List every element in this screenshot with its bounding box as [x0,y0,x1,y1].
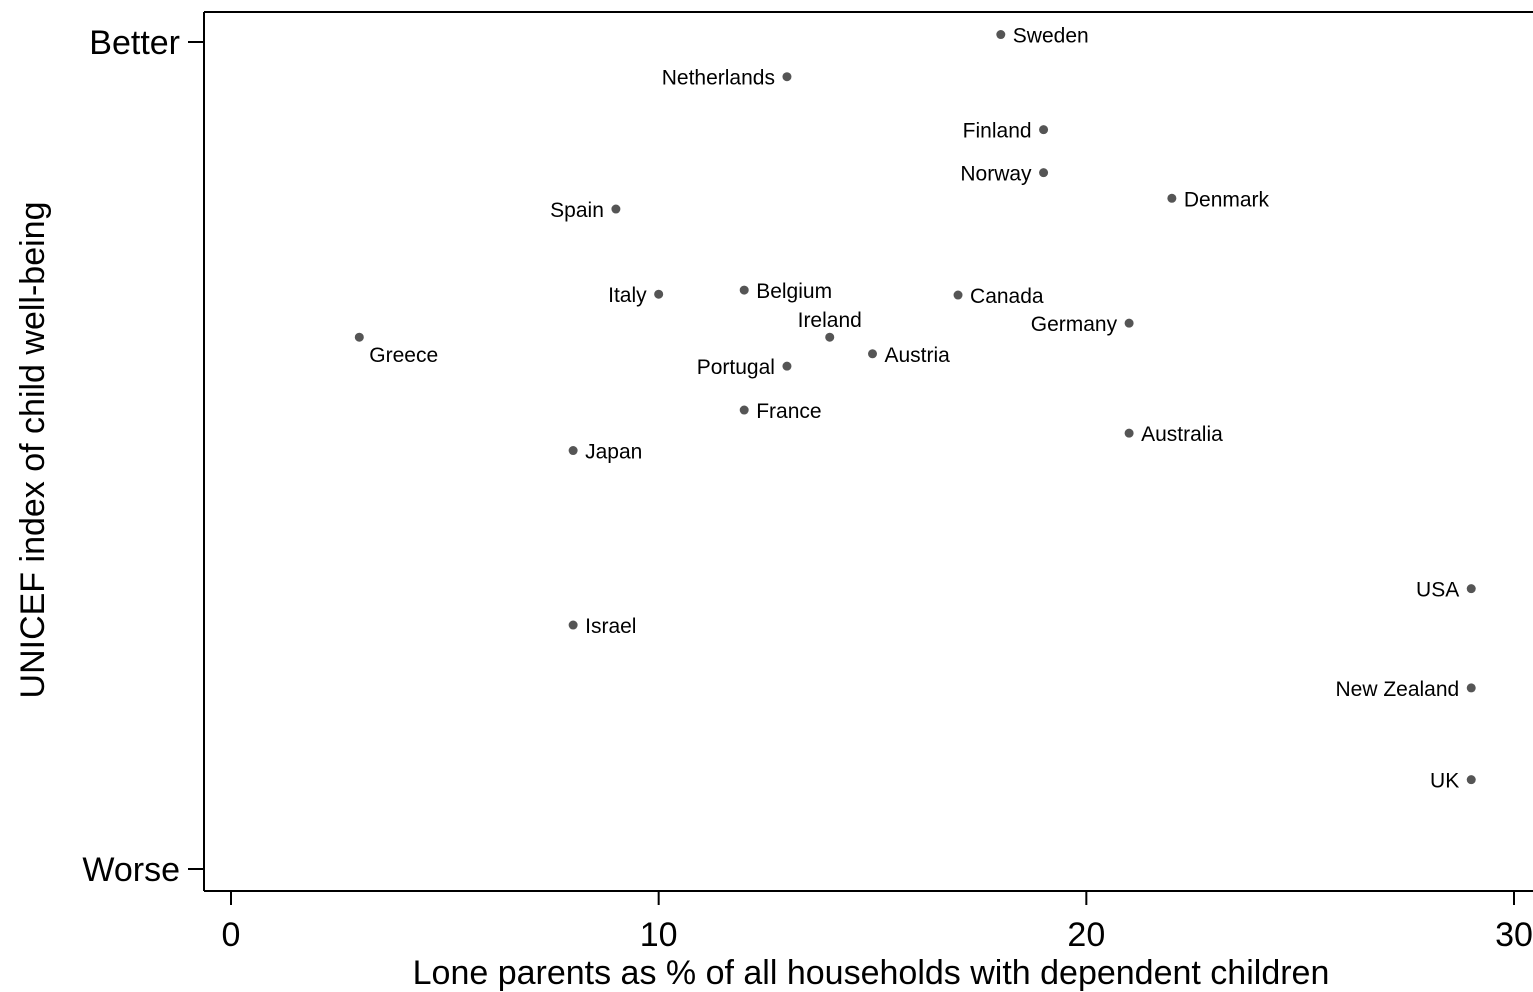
point-label: Israel [585,615,636,638]
point-label: Spain [550,199,604,222]
data-point [1124,428,1134,438]
data-point [782,361,792,371]
point-label: Austria [885,344,951,367]
point-label: New Zealand [1335,678,1459,701]
y-axis-title: UNICEF index of child well-being [14,202,52,699]
point-label: Canada [970,285,1044,308]
data-point [868,349,877,359]
point-label: Portugal [697,356,775,379]
point-label: Japan [585,441,642,464]
data-point [568,446,578,456]
data-point [953,290,963,300]
data-point [1466,775,1476,785]
data-point [825,332,835,342]
x-tick-label: 10 [640,916,678,954]
data-point [354,332,364,342]
point-label: Ireland [798,309,862,332]
data-point [996,30,1006,40]
plot-frame [203,11,1533,892]
y-tick-label: Better [89,24,180,62]
data-point [1039,168,1049,178]
point-label: Greece [369,344,438,367]
x-tick-label: 0 [222,916,241,954]
data-point [654,289,664,299]
x-axis-title: Lone parents as % of all households with… [413,954,1330,992]
y-axis-ticks: Better Worse [82,24,204,889]
point-label: Germany [1031,313,1118,336]
x-axis-ticks: 0 10 20 30 [222,891,1533,954]
point-label: Netherlands [662,67,775,90]
data-point [611,204,621,214]
data-point [1167,193,1177,203]
point-label: Denmark [1184,188,1270,211]
point-label: Finland [963,120,1032,143]
data-points: Sweden Netherlands Finland Norway Denmark Spa… [354,25,1476,793]
point-label: Italy [608,284,647,307]
data-point [739,405,749,415]
x-tick-label: 30 [1495,916,1533,954]
data-point [782,72,792,82]
point-label: Norway [960,163,1032,186]
point-label: Sweden [1013,25,1089,48]
x-tick-label: 20 [1067,916,1105,954]
point-label: Belgium [756,280,832,303]
data-point [739,285,749,295]
y-tick-label: Worse [82,851,180,889]
data-point [1466,584,1476,594]
point-label: UK [1430,770,1459,793]
point-label: France [756,400,821,423]
data-point [1124,318,1134,328]
point-label: Australia [1141,423,1223,446]
data-point [1466,683,1476,693]
data-point [1039,125,1049,135]
data-point [568,620,578,630]
point-label: USA [1416,579,1459,602]
